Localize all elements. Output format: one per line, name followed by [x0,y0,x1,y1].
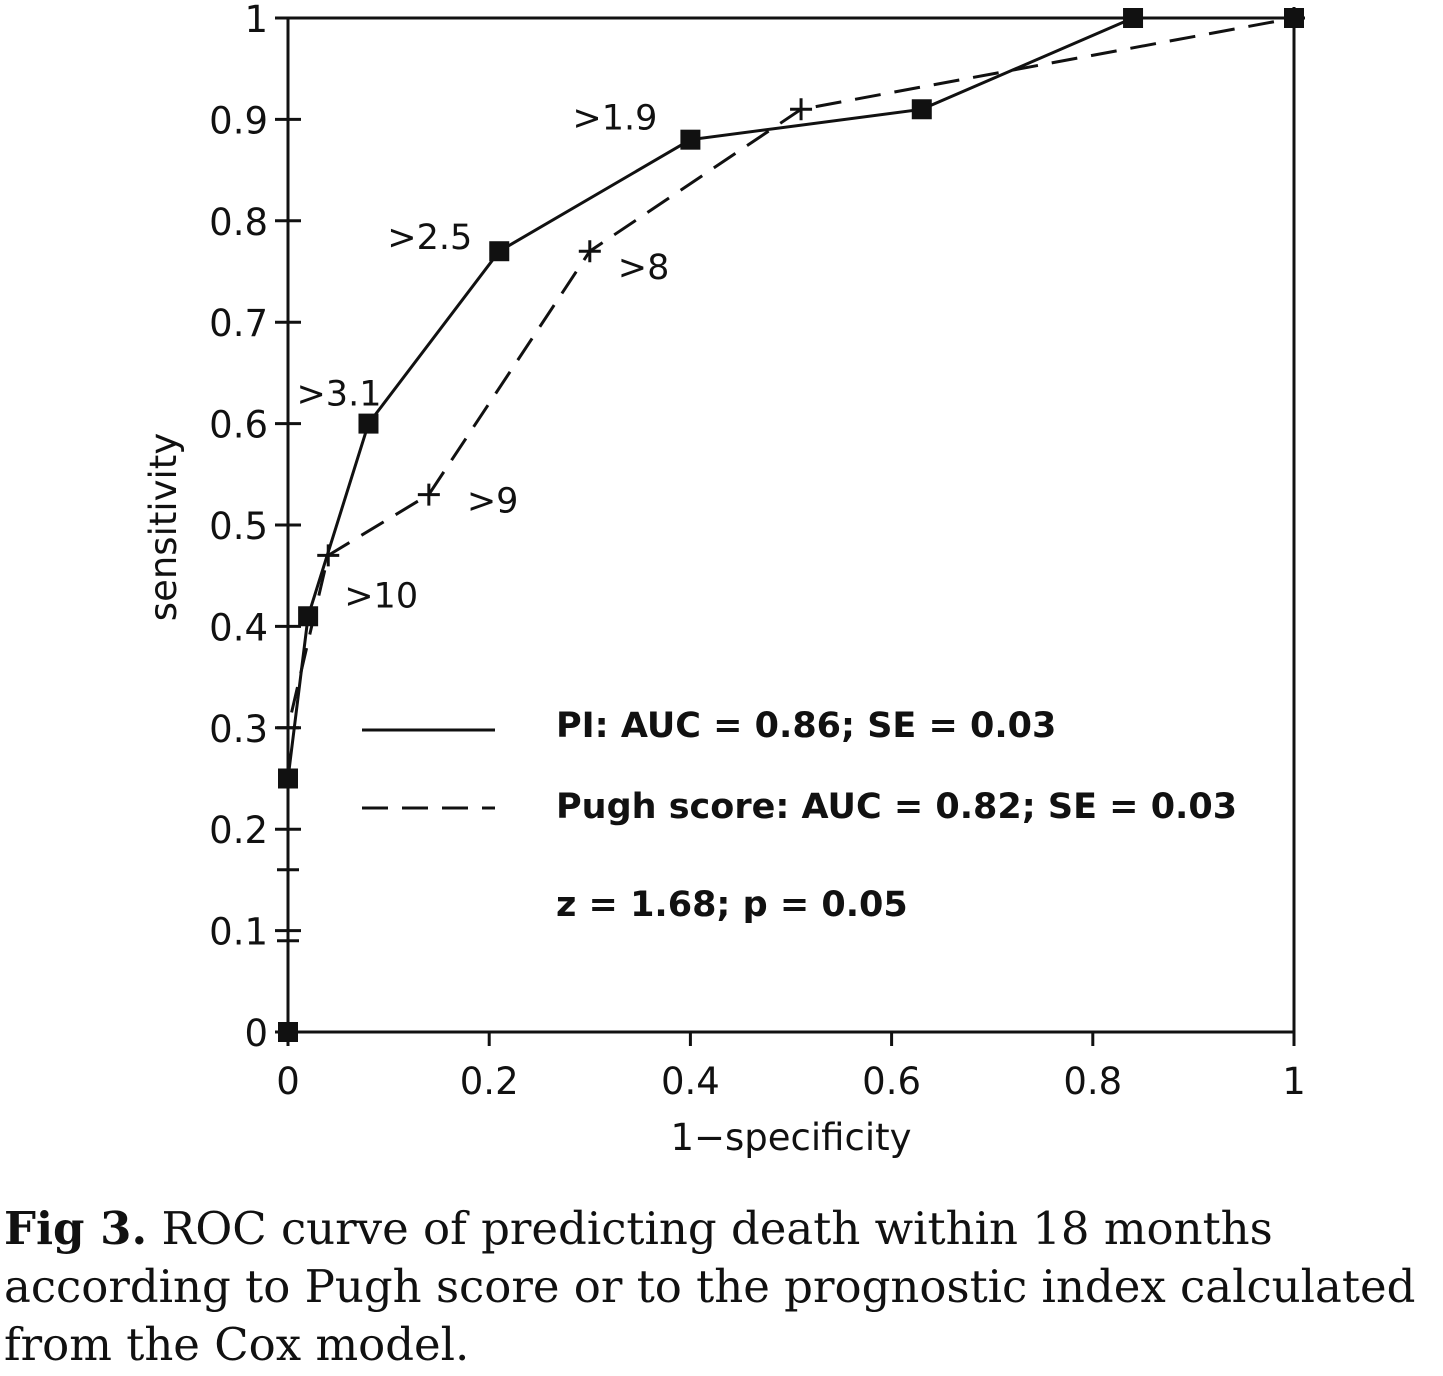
pugh-point-marker [277,929,299,952]
legend: PI: AUC = 0.86; SE = 0.03 Pugh score: AU… [362,706,1237,925]
y-tick-label: 0.4 [209,606,268,649]
y-tick-label: 0.7 [209,302,268,345]
point-label: >2.5 [387,218,472,258]
pi-point-marker [358,413,379,434]
x-tick-label: 0 [276,1060,300,1103]
pugh-score-line [286,16,1295,1032]
plot-frame [286,16,1296,1034]
pugh-point-marker [578,240,601,263]
series-layer [277,7,1305,1043]
figure-caption: Fig 3. ROC curve of predicting death wit… [4,1200,1440,1374]
point-label: >8 [618,248,670,288]
x-tick-label: 0.6 [862,1060,921,1103]
y-axis-label: sensitivity [142,433,185,621]
x-tick-label: 1 [1282,1060,1306,1103]
point-label: >1.9 [572,99,657,139]
legend-stats-text: z = 1.68; p = 0.05 [556,885,908,925]
pi-line [286,16,1294,1032]
legend-pugh-label: Pugh score: AUC = 0.82; SE = 0.03 [556,787,1237,827]
y-tick-label: 0.2 [209,809,268,852]
pugh-point-marker [317,544,340,567]
legend-pi-label: PI: AUC = 0.86; SE = 0.03 [556,706,1056,746]
y-tick-label: 0.3 [209,708,268,751]
pugh-point-marker [417,483,440,506]
point-label: >3.1 [296,375,381,415]
y-tick-label: 0.1 [209,911,268,954]
caption-label: Fig 3. [4,1202,148,1255]
point-label: >9 [467,482,519,522]
pugh-point-marker [277,1021,299,1043]
pi-point-marker [1123,8,1144,28]
pugh-point-marker [277,858,299,881]
y-tick-label: 1 [244,0,268,41]
pugh-point-marker [277,716,299,739]
pugh-point-marker [790,98,813,121]
x-tick-label: 0.8 [1063,1060,1122,1103]
y-tick-label: 0.5 [209,505,268,548]
y-tick-label: 0.9 [209,99,268,142]
pugh-point-marker [1283,7,1305,29]
x-tick-label: 0.2 [460,1060,519,1103]
point-label: >10 [344,576,418,616]
pi-point-marker [680,129,701,150]
x-axis-label: 1−specificity [670,1116,911,1159]
pi-point-marker [489,241,510,262]
axis-ticks: 0 0.2 0.4 0.6 0.8 1 0 0.1 0.2 0.3 0.4 0.5 0.6 0.7 0.8 0… [209,0,1306,1103]
x-tick-label: 0.4 [661,1060,720,1103]
y-tick-label: 0.6 [209,404,268,447]
point-labels-layer: >3.1 >2.5 >1.9 >10 >9 >8 [296,99,669,617]
y-tick-label: 0 [244,1012,268,1055]
pi-point-marker [911,99,932,120]
y-tick-label: 0.8 [209,201,268,244]
caption-text: ROC curve of predicting death within 18 … [4,1202,1416,1371]
